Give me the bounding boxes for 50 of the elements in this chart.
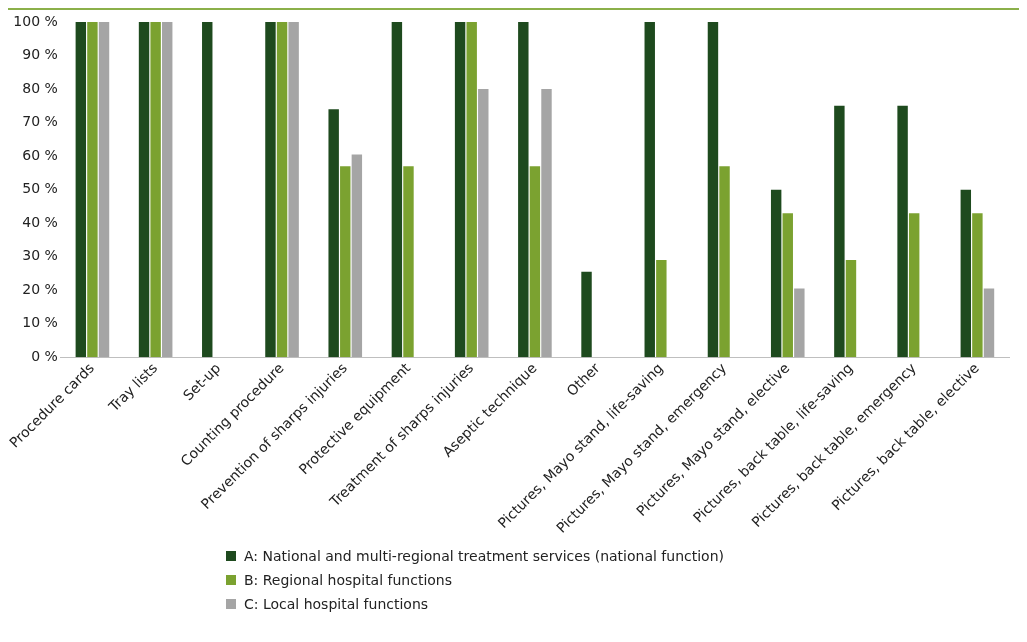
bar [75,22,87,358]
bar [960,189,972,358]
bar [845,260,857,358]
y-tick-label: 0 % [31,347,58,364]
y-tick-label: 40 % [22,213,58,230]
bar [265,22,276,358]
bar [150,22,161,358]
y-tick-label: 60 % [22,146,58,163]
legend-label: C: Local hospital functions [244,596,429,612]
bar [908,213,920,358]
bar [529,166,541,358]
bar [202,22,213,358]
legend-label: A: National and multi-regional treatment services (national function) [244,548,724,564]
bar [98,22,110,358]
bar [707,22,719,358]
y-tick-label: 100 % [13,12,58,29]
y-tick-label: 90 % [22,46,58,63]
bar [782,213,793,358]
bar [541,89,552,358]
y-tick-label: 50 % [22,180,58,197]
bar [162,22,173,358]
bar [288,22,299,358]
bar [644,22,655,358]
bar [983,288,995,358]
bar [403,166,414,358]
bar [351,154,363,358]
bar [834,105,845,358]
y-tick-label: 80 % [22,79,58,96]
bar [897,105,908,358]
bar [478,89,489,358]
bar [719,166,730,358]
y-tick-label: 20 % [22,280,58,297]
bar [87,22,98,358]
y-tick-label: 30 % [22,247,58,264]
bar [770,189,782,358]
bar [138,22,150,358]
bar [340,166,351,358]
y-tick-label: 10 % [22,314,58,331]
bar [656,260,667,358]
bar [276,22,288,358]
bar [454,22,466,358]
y-tick-label: 70 % [22,113,58,130]
bar [518,22,529,358]
legend-label: B: Regional hospital functions [244,572,453,588]
bar [794,288,805,358]
bar [328,109,339,358]
bar [391,22,403,358]
bar [466,22,477,358]
bar [972,213,983,358]
bar [581,271,592,358]
